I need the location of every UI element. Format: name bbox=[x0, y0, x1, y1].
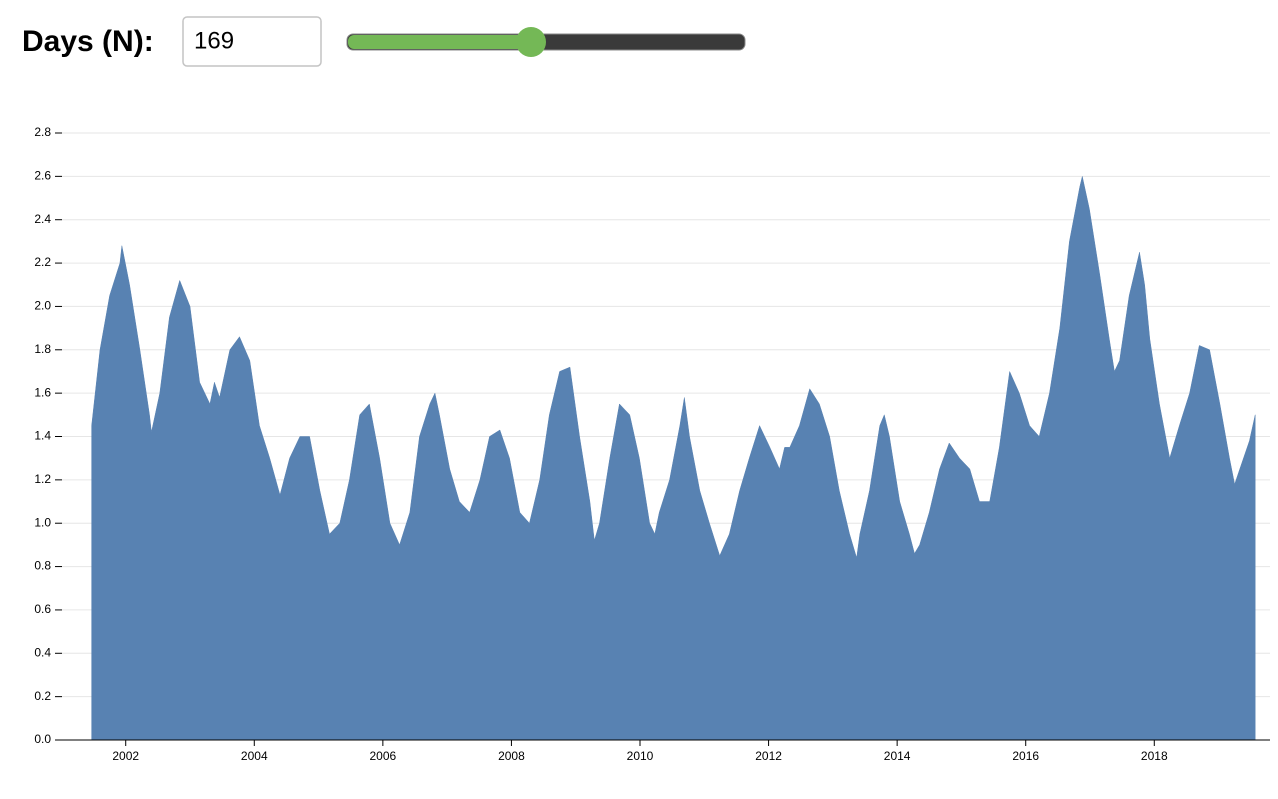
days-input[interactable] bbox=[182, 16, 322, 67]
y-tick-label: 0.4 bbox=[34, 645, 51, 659]
y-tick-label: 0.2 bbox=[34, 689, 51, 703]
y-tick-label: 1.2 bbox=[34, 472, 51, 486]
y-tick-label: 1.6 bbox=[34, 385, 51, 399]
x-tick-label: 2002 bbox=[112, 749, 139, 763]
slider-fill bbox=[348, 35, 531, 49]
slider-handle[interactable] bbox=[516, 27, 546, 57]
y-tick-label: 0.6 bbox=[34, 602, 51, 616]
control-label: Days (N): bbox=[22, 25, 154, 58]
y-tick-label: 2.4 bbox=[34, 212, 51, 226]
y-tick-label: 2.6 bbox=[34, 169, 51, 183]
y-tick-label: 0.8 bbox=[34, 559, 51, 573]
y-tick-label: 1.8 bbox=[34, 342, 51, 356]
y-tick-label: 2.2 bbox=[34, 255, 51, 269]
y-tick-label: 2.8 bbox=[34, 125, 51, 139]
x-tick-label: 2014 bbox=[884, 749, 911, 763]
x-tick-label: 2018 bbox=[1141, 749, 1168, 763]
y-tick-label: 0.0 bbox=[34, 732, 51, 746]
x-tick-label: 2016 bbox=[1012, 749, 1039, 763]
x-tick-label: 2004 bbox=[241, 749, 268, 763]
x-tick-label: 2006 bbox=[370, 749, 397, 763]
y-tick-label: 2.0 bbox=[34, 299, 51, 313]
x-tick-label: 2008 bbox=[498, 749, 525, 763]
area bbox=[91, 176, 1256, 741]
days-input-value: 169 bbox=[194, 27, 234, 54]
x-tick-label: 2012 bbox=[755, 749, 782, 763]
y-tick-label: 1.4 bbox=[34, 429, 51, 443]
y-tick-label: 1.0 bbox=[34, 515, 51, 529]
x-tick-label: 2010 bbox=[627, 749, 654, 763]
